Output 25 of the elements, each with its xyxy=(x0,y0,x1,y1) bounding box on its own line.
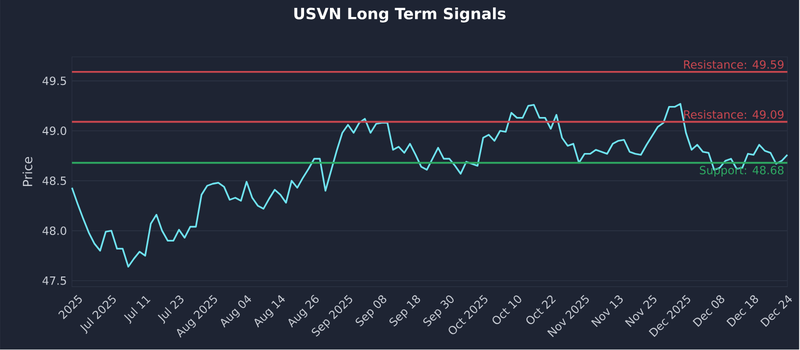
x-tick-label: Dec 24 xyxy=(760,295,792,328)
x-tick-label: Oct 10 xyxy=(492,296,522,324)
x-tick-label: Aug 26 xyxy=(288,294,319,328)
ref-line-label: Resistance: 49.59 xyxy=(684,60,784,69)
x-tick-label: Dec 18 xyxy=(726,295,758,328)
y-tick-label: 49.0 xyxy=(42,126,66,136)
x-tick-label: Sep 08 xyxy=(356,295,386,327)
ref-line-label: Resistance: 49.09 xyxy=(684,110,784,119)
y-tick-label: 48.0 xyxy=(42,226,66,236)
x-tick-label: Dec 08 xyxy=(692,295,724,328)
x-tick-label: Jul 11 xyxy=(124,296,150,324)
ref-line-label: Support: 48.68 xyxy=(700,166,784,177)
x-tick-label: Nov 13 xyxy=(591,296,623,328)
x-tick-label: Sep 18 xyxy=(389,295,420,327)
x-tick-label: Aug 14 xyxy=(254,295,285,328)
x-tick-label: Nov 25 xyxy=(624,295,656,328)
y-tick-label: 49.5 xyxy=(42,76,66,86)
chart-title: USVN Long Term Signals xyxy=(294,8,506,23)
y-tick-label: 47.5 xyxy=(42,276,66,286)
x-tick-label: Jul 23 xyxy=(158,296,184,324)
x-tick-label: Sep 30 xyxy=(423,296,454,327)
x-tick-label: Aug 04 xyxy=(220,295,252,328)
x-tick-label: Oct 22 xyxy=(526,296,556,324)
y-axis-title: Price xyxy=(22,157,32,186)
y-tick-label: 48.5 xyxy=(42,176,66,186)
